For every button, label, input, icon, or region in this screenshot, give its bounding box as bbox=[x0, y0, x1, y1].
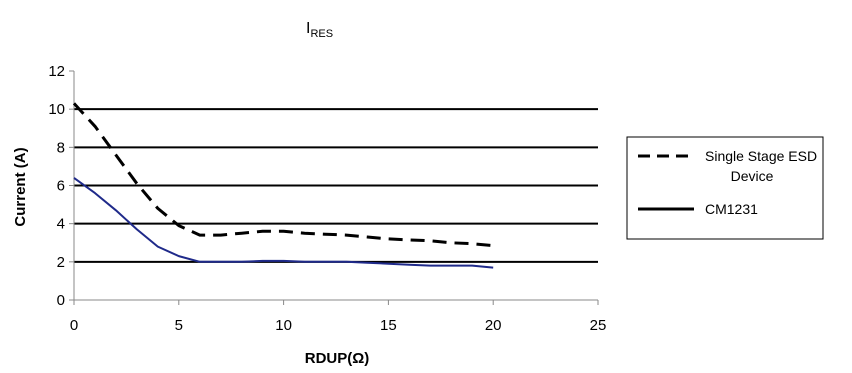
x-tick-label-15: 15 bbox=[380, 317, 397, 334]
legend-box bbox=[626, 136, 824, 240]
gridlines bbox=[74, 108, 598, 263]
y-tick-label-4: 4 bbox=[57, 216, 65, 233]
chart-title: IRES bbox=[306, 20, 333, 40]
axes bbox=[69, 70, 599, 305]
y-tick-label-10: 10 bbox=[48, 101, 65, 118]
title-main-text: I bbox=[306, 20, 310, 37]
series-line-0 bbox=[72, 102, 494, 248]
y-axis-title: Current (A) bbox=[12, 147, 29, 226]
legend: Single Stage ESD Device CM1231 bbox=[626, 136, 824, 240]
chart-title-main: IRES bbox=[306, 20, 333, 40]
series-group bbox=[72, 102, 494, 269]
x-tick-label-20: 20 bbox=[485, 317, 502, 334]
y-tick-label-8: 8 bbox=[57, 139, 65, 156]
legend-label-0-0: Single Stage ESD bbox=[705, 148, 817, 164]
title-subscript: RES bbox=[310, 28, 333, 40]
y-tick-label-12: 12 bbox=[48, 63, 65, 80]
y-tick-label-2: 2 bbox=[57, 254, 65, 271]
x-tick-label-5: 5 bbox=[175, 317, 183, 334]
x-axis-title: RDUP(Ω) bbox=[305, 350, 370, 367]
y-tick-label-0: 0 bbox=[57, 292, 65, 309]
x-tick-label-0: 0 bbox=[70, 317, 78, 334]
legend-label-1-0: CM1231 bbox=[705, 201, 758, 217]
x-tick-label-10: 10 bbox=[275, 317, 292, 334]
tick-labels: 0 2 4 6 8 10 12 0 5 10 15 20 25 bbox=[48, 63, 606, 334]
y-tick-label-6: 6 bbox=[57, 178, 65, 195]
series-line-1 bbox=[73, 177, 494, 269]
legend-label-0-1: Device bbox=[731, 168, 774, 184]
x-tick-label-25: 25 bbox=[590, 317, 607, 334]
